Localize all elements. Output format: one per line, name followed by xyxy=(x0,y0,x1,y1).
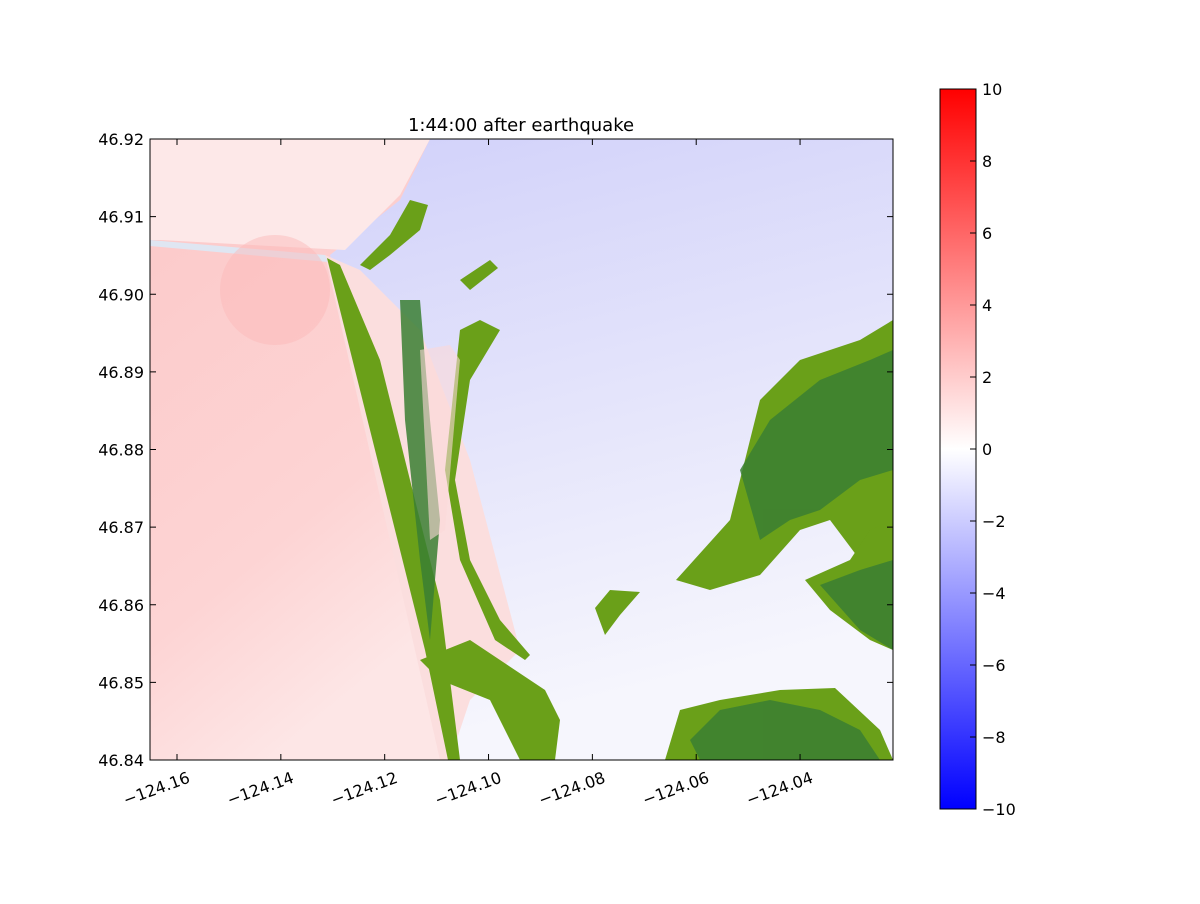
colorbar-tick-label: −6 xyxy=(982,656,1006,675)
y-tick-label: 46.85 xyxy=(98,673,144,692)
colorbar-tick-label: −2 xyxy=(982,512,1006,531)
x-tick-label: −124.10 xyxy=(432,768,504,810)
colorbar-tick-label: −4 xyxy=(982,584,1006,603)
x-tick-label: −124.16 xyxy=(121,768,193,810)
y-tick-label: 46.89 xyxy=(98,363,144,382)
colorbar-tick-label: −10 xyxy=(982,800,1016,819)
colorbar-tick-label: 8 xyxy=(982,152,992,171)
colorbar-tick-label: 6 xyxy=(982,224,992,243)
colorbar-tick-label: 2 xyxy=(982,368,992,387)
y-tick-label: 46.90 xyxy=(98,285,144,304)
y-tick-label: 46.87 xyxy=(98,518,144,537)
colorbar-tick-label: 10 xyxy=(982,80,1002,99)
chart-title: 1:44:00 after earthquake xyxy=(408,115,634,136)
x-tick-label: −124.12 xyxy=(328,768,400,810)
y-tick-label: 46.88 xyxy=(98,441,144,460)
x-tick-label: −124.04 xyxy=(744,768,816,810)
y-tick-label: 46.92 xyxy=(98,130,144,149)
colorbar-tick-label: 0 xyxy=(982,440,992,459)
map-image xyxy=(150,139,893,760)
y-tick-label: 46.91 xyxy=(98,208,144,227)
x-tick-label: −124.14 xyxy=(225,768,297,810)
y-tick-label: 46.84 xyxy=(98,751,144,770)
x-tick-label: −124.06 xyxy=(640,768,712,810)
colorbar-tick-label: −8 xyxy=(982,728,1006,747)
x-tick-label: −124.08 xyxy=(536,768,608,810)
y-tick-label: 46.86 xyxy=(98,596,144,615)
colorbar-tick-label: 4 xyxy=(982,296,992,315)
